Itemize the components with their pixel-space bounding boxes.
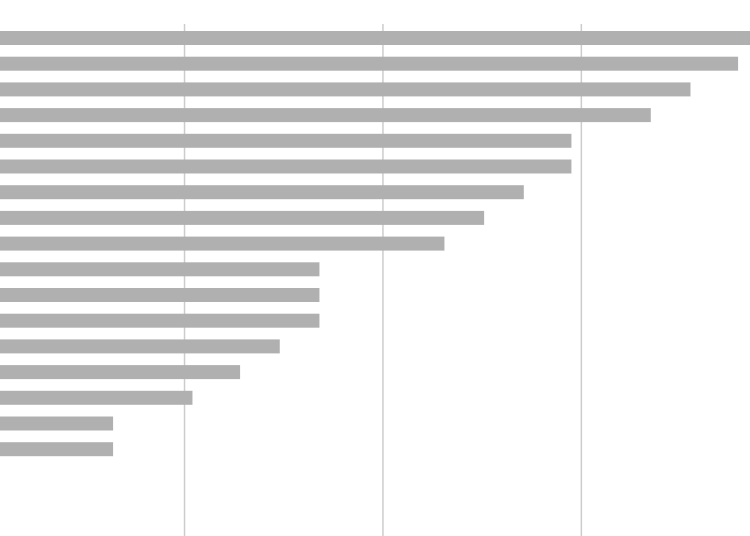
- bar: [0, 56, 739, 71]
- bar: [0, 442, 114, 457]
- bar: [0, 365, 241, 380]
- bar: [0, 185, 524, 200]
- bar: [0, 82, 691, 97]
- bar: [0, 390, 193, 405]
- bar: [0, 262, 320, 277]
- bar: [0, 210, 485, 225]
- bar: [0, 313, 320, 328]
- bar: [0, 236, 445, 251]
- bar: [0, 133, 572, 148]
- bar: [0, 339, 280, 354]
- bar: [0, 288, 320, 302]
- bar: [0, 108, 651, 123]
- bar: [0, 159, 572, 174]
- bar: [0, 31, 750, 45]
- bar: [0, 416, 114, 431]
